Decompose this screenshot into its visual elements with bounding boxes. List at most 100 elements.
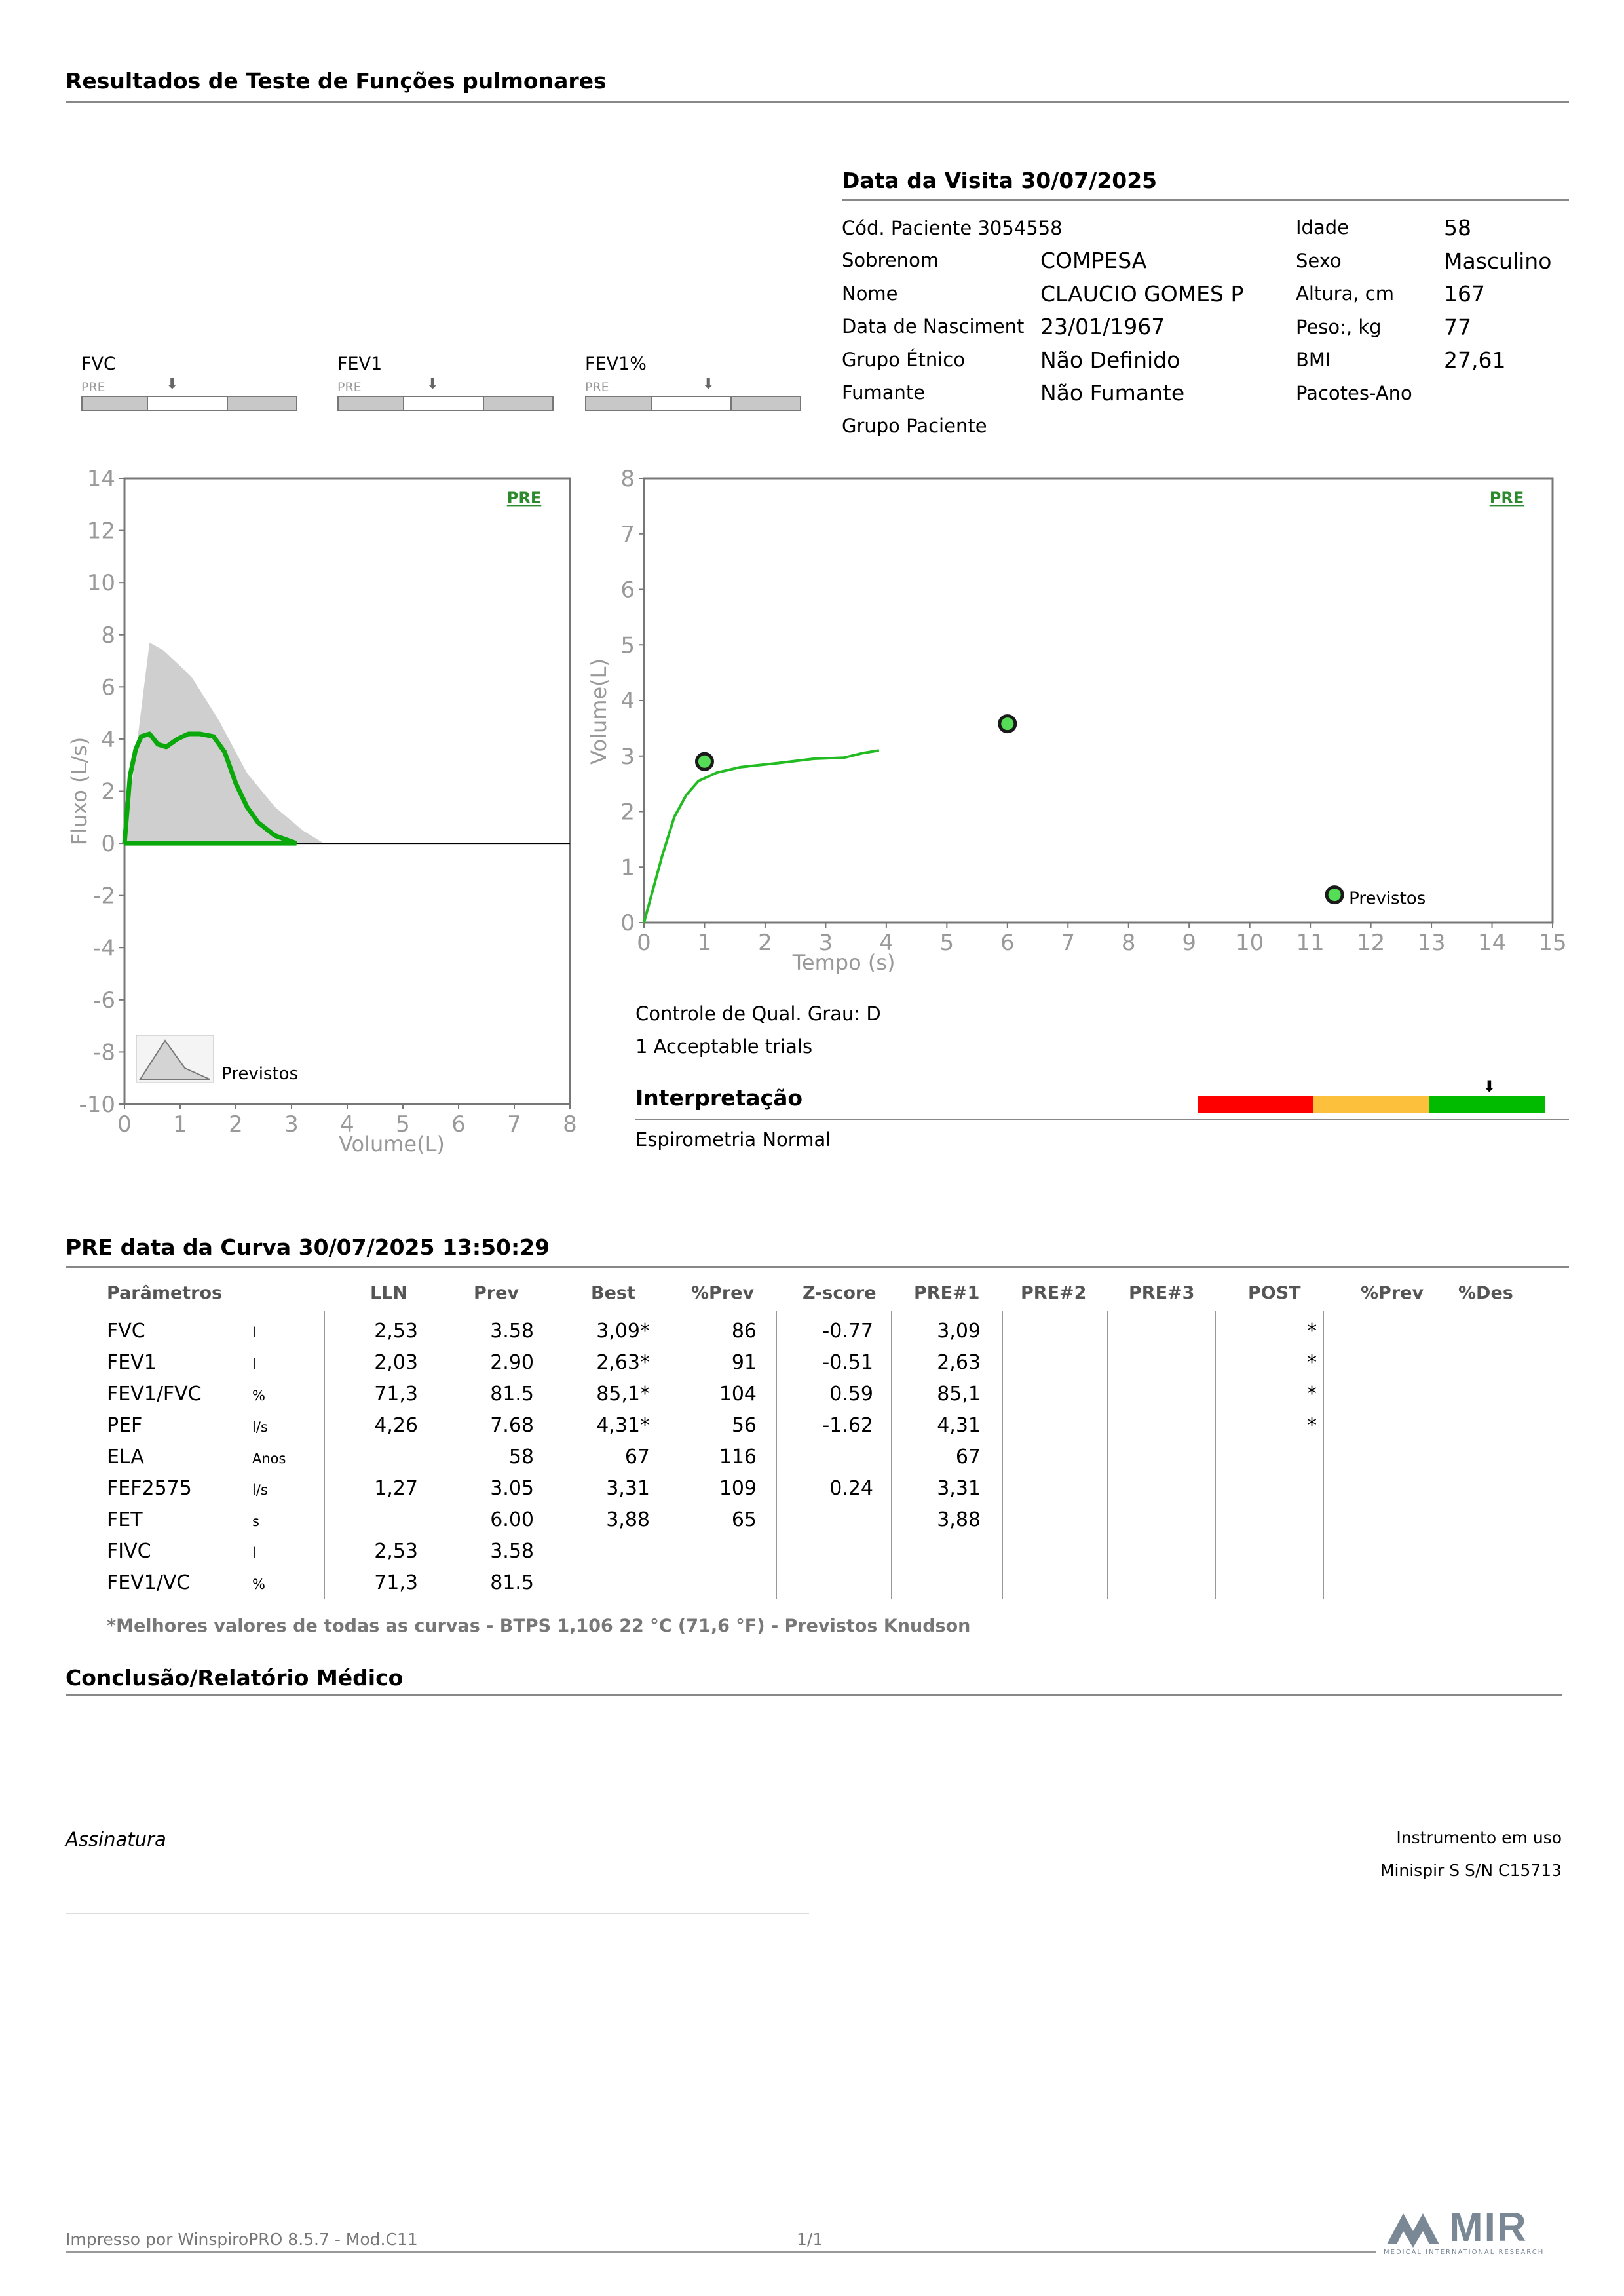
visit-row-label: Grupo Étnico (842, 348, 965, 371)
cell-best: 67 (624, 1445, 650, 1468)
down-arrow-icon: ⬇ (166, 376, 179, 392)
mini-bar-pre: PRE (585, 380, 609, 394)
x-tick-label: 11 (1296, 930, 1325, 956)
signature-line (66, 1913, 809, 1914)
visit-row-label: Pacotes-Ano (1296, 381, 1412, 404)
x-tick-label: 8 (1122, 930, 1136, 956)
flow-curve (122, 731, 297, 846)
mir-logo-text: MIR (1449, 2205, 1528, 2250)
x-axis-label: Tempo (s) (792, 950, 896, 975)
cell-pprev: 116 (719, 1445, 757, 1468)
scale-segment (1429, 1096, 1545, 1113)
x-tick-label: 10 (1236, 930, 1264, 956)
mini-bar-name: FEV1 (337, 354, 383, 374)
visit-row-label: Altura, cm (1296, 282, 1394, 305)
param-unit: l/s (252, 1482, 268, 1498)
x-tick-label: 5 (396, 1111, 410, 1138)
cell-pre1: 3,31 (937, 1477, 981, 1500)
y-tick-label: -4 (93, 935, 115, 961)
column-header: PRE#1 (914, 1283, 980, 1303)
column-divider (1215, 1311, 1216, 1599)
column-header: Parâmetros (107, 1283, 223, 1303)
visit-row-label: Data de Nasciment (842, 315, 1025, 337)
cell-prev: 7.68 (490, 1414, 534, 1437)
table-row: PEF l/s 4,26 7.68 4,31* 56 -1.62 4,31 * (0, 1414, 1624, 1443)
x-tick-label: 9 (1182, 930, 1196, 956)
cell-best: 3,31 (606, 1477, 650, 1500)
column-header: POST (1248, 1283, 1301, 1303)
x-tick-label: 2 (758, 930, 772, 956)
interpretation-scale: ⬇ (1198, 1077, 1545, 1113)
cell-post: * (1307, 1414, 1317, 1437)
cell-prev: 3.05 (490, 1477, 534, 1500)
down-arrow-icon: ⬇ (426, 376, 439, 392)
visit-row-label: Idade (1296, 216, 1349, 239)
mir-logo-icon (1387, 2213, 1439, 2248)
interpretation-divider (635, 1119, 1569, 1120)
x-tick-label: 6 (451, 1111, 466, 1138)
column-divider (891, 1311, 892, 1599)
table-row: FEV1/VC% 71,3 81.5 (0, 1571, 1624, 1600)
param-name: FIVC (107, 1540, 151, 1563)
scale-segment (1313, 1096, 1429, 1113)
x-tick-label: 13 (1417, 930, 1445, 956)
cell-z: 0.59 (829, 1383, 873, 1406)
mini-bar-normal-range (402, 397, 484, 410)
y-tick-label: 0 (620, 910, 635, 936)
cell-lln: 2,53 (374, 1320, 418, 1343)
param-name: PEF (107, 1414, 143, 1437)
cell-pre1: 85,1 (937, 1383, 981, 1406)
x-tick-label: 7 (507, 1111, 521, 1138)
param-name: ELA (107, 1445, 144, 1468)
predicted-legend: Previstos (136, 1035, 298, 1084)
table-row: FVC l 2,53 3.58 3,09* 86 -0.77 3,09 * (0, 1320, 1624, 1349)
x-tick-label: 3 (284, 1111, 299, 1138)
y-tick-label: -2 (93, 883, 115, 909)
y-tick-label: 14 (87, 466, 115, 492)
mini-bar-normal-range (146, 397, 228, 410)
cell-lln: 71,3 (374, 1571, 418, 1594)
y-tick-label: 5 (620, 632, 635, 659)
x-tick-label: 5 (940, 930, 954, 956)
volume-curve (643, 749, 880, 923)
param-name: FVC (107, 1320, 145, 1343)
visit-row-label: Peso:, kg (1296, 315, 1382, 338)
column-header: Prev (474, 1283, 519, 1303)
visit-row-value: 167 (1444, 281, 1485, 307)
x-tick-label: 1 (173, 1111, 187, 1138)
visit-row-label: Sobrenom (842, 249, 939, 271)
visit-row-value: 77 (1444, 314, 1471, 340)
x-tick-label: 8 (563, 1111, 577, 1138)
y-tick-label: 3 (620, 744, 635, 770)
cell-post: * (1307, 1320, 1317, 1343)
visit-row-label: BMI (1296, 349, 1331, 371)
visit-row-value: 58 (1444, 215, 1471, 240)
cell-lln: 2,03 (374, 1351, 418, 1374)
visit-row-label: Nome (842, 282, 898, 305)
param-name: FET (107, 1508, 143, 1531)
cell-prev: 81.5 (490, 1571, 534, 1594)
cell-pprev: 86 (731, 1320, 757, 1343)
x-axis-label: Volume(L) (339, 1132, 445, 1157)
column-divider (1002, 1311, 1003, 1599)
cell-pprev: 104 (719, 1383, 757, 1406)
cell-lln: 71,3 (374, 1383, 418, 1406)
cell-pre1: 3,09 (937, 1320, 981, 1343)
predicted-point (1325, 885, 1344, 905)
y-tick-label: 4 (101, 727, 115, 753)
table-row: FEV1 l 2,03 2.90 2,63* 91 -0.51 2,63 * (0, 1351, 1624, 1380)
column-divider (324, 1311, 325, 1599)
y-tick-label: 10 (87, 570, 115, 596)
y-tick-label: 2 (101, 779, 115, 805)
cell-prev: 3.58 (490, 1320, 534, 1343)
column-header: PRE#2 (1021, 1283, 1087, 1303)
page-number: 1/1 (797, 2230, 823, 2249)
cell-pre1: 2,63 (937, 1351, 981, 1374)
y-tick-label: 0 (101, 831, 115, 857)
visit-row-value: Não Definido (1040, 347, 1180, 373)
cell-z: 0.24 (829, 1477, 873, 1500)
mini-bar-track (81, 396, 297, 411)
column-header: Z-score (803, 1283, 877, 1303)
x-tick-label: 15 (1538, 930, 1566, 956)
y-tick-label: 7 (620, 522, 635, 548)
